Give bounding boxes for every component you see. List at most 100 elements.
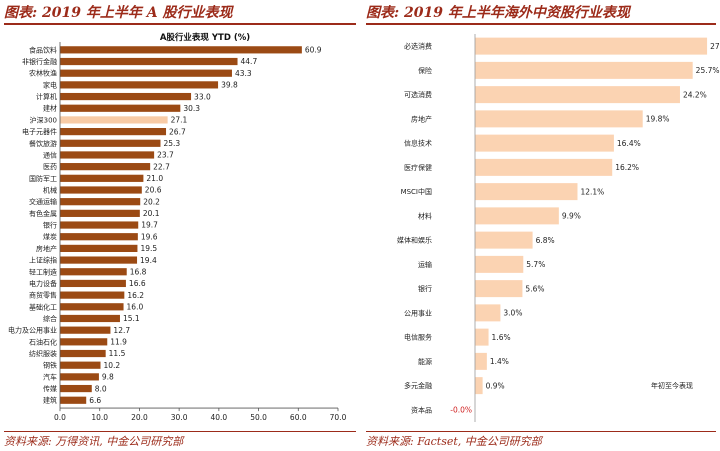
bar xyxy=(60,128,167,136)
right-figure-title: 图表: 2019 年上半年海外中资股行业表现 xyxy=(366,5,630,21)
bar xyxy=(475,304,501,322)
category-label: MSCI中国 xyxy=(401,187,432,196)
data-label: 16.2% xyxy=(615,163,639,172)
category-label: 家电 xyxy=(43,80,57,89)
data-label: 19.4 xyxy=(140,256,157,265)
bar xyxy=(475,377,483,395)
data-label: 27.1 xyxy=(171,116,188,125)
data-label: 8.0 xyxy=(95,384,107,393)
bar xyxy=(60,92,192,101)
left-source-note: 资料来源: 万得资讯, 中金公司研究部 xyxy=(4,435,184,448)
bar xyxy=(60,326,111,334)
category-label: 保险 xyxy=(418,66,432,75)
data-label: 15.1 xyxy=(123,314,140,323)
bar xyxy=(60,338,108,346)
x-tick-label: 20.0 xyxy=(131,413,148,422)
data-label: 0.9% xyxy=(486,381,505,390)
data-label: 43.3 xyxy=(235,69,252,78)
category-label: 农林牧渔 xyxy=(29,69,57,78)
bar xyxy=(60,244,138,252)
bar xyxy=(475,110,643,128)
overseas-panel: 图表: 2019 年上半年海外中资股行业表现 必选消费 27.4% 保险 25.7% 可… xyxy=(362,0,720,451)
data-label: 20.1 xyxy=(143,209,160,218)
data-label: 11.9 xyxy=(110,338,127,347)
bar xyxy=(60,373,99,381)
bar xyxy=(475,207,559,225)
category-label: 房地产 xyxy=(36,244,57,253)
category-label: 医药 xyxy=(43,162,57,171)
data-label: 5.7% xyxy=(526,260,545,269)
bar xyxy=(475,61,693,79)
bar xyxy=(60,81,219,89)
data-label: 9.8 xyxy=(102,373,114,382)
category-label: 食品饮料 xyxy=(29,45,57,54)
bar xyxy=(475,280,523,298)
bar xyxy=(60,256,138,264)
a-share-bar-chart: A股行业表现 YTD (%) 食品饮料 60.9 非银行金融 44.7 农林牧渔 43.3 家… xyxy=(8,32,347,422)
bar xyxy=(60,174,144,182)
data-label: 19.6 xyxy=(141,232,158,241)
data-label: 24.2% xyxy=(683,90,707,99)
category-label: 交通运输 xyxy=(29,197,57,206)
bar xyxy=(60,303,124,311)
category-label: 多元金融 xyxy=(404,381,432,390)
x-tick-label: 40.0 xyxy=(211,413,228,422)
bar xyxy=(475,255,524,273)
right-source-rule xyxy=(366,431,716,432)
bar xyxy=(475,134,614,152)
data-label: 10.2 xyxy=(104,361,121,370)
bar xyxy=(475,352,487,370)
bar xyxy=(475,328,489,346)
category-label: 综合 xyxy=(43,314,57,323)
category-label: 媒体和娱乐 xyxy=(397,236,432,245)
x-tick-label: 30.0 xyxy=(171,413,188,422)
data-label: 19.8% xyxy=(646,115,670,124)
category-label: 公用事业 xyxy=(404,308,432,317)
category-label: 钢铁 xyxy=(43,361,57,370)
category-label: 银行 xyxy=(418,284,432,293)
data-label: 16.6 xyxy=(129,279,146,288)
category-label: 传媒 xyxy=(43,384,57,393)
x-tick-label: 60.0 xyxy=(290,413,307,422)
data-label: -0.0% xyxy=(450,406,472,415)
category-label: 运输 xyxy=(418,260,432,269)
category-label: 石油石化 xyxy=(29,337,57,346)
data-label: 39.8 xyxy=(221,81,238,90)
data-label: 11.5 xyxy=(109,349,126,358)
category-label: 国防军工 xyxy=(29,174,57,183)
category-label: 通信 xyxy=(43,150,57,159)
bar xyxy=(475,86,680,104)
bar xyxy=(60,233,138,241)
data-label: 16.2 xyxy=(127,291,144,300)
bar xyxy=(60,268,127,276)
data-label: 16.8 xyxy=(130,267,147,276)
bar xyxy=(60,361,101,369)
category-label: 资本品 xyxy=(411,405,432,414)
bar xyxy=(475,231,533,249)
data-label: 12.1% xyxy=(580,187,604,196)
chart-title: A股行业表现 YTD (%) xyxy=(160,32,250,43)
bar xyxy=(60,209,140,217)
left-title-rule xyxy=(4,23,356,25)
category-label: 餐饮旅游 xyxy=(29,139,57,148)
bar xyxy=(475,37,708,55)
category-label: 计算机 xyxy=(36,92,57,101)
bar xyxy=(60,349,106,358)
right-source-note: 资料来源: Factset, 中金公司研究部 xyxy=(366,435,542,448)
data-label: 22.7 xyxy=(153,162,170,171)
bar xyxy=(60,314,120,323)
data-label: 44.7 xyxy=(241,57,258,66)
category-label: 纺织服装 xyxy=(29,349,57,358)
data-label: 25.3 xyxy=(163,139,180,148)
data-label: 30.3 xyxy=(183,104,200,113)
category-label: 建筑 xyxy=(43,396,57,405)
category-label: 房地产 xyxy=(411,114,432,123)
a-share-panel: 图表: 2019 年上半年 A 股行业表现 A股行业表现 YTD (%) 食品饮料… xyxy=(4,5,356,448)
category-label: 非银行金融 xyxy=(22,57,57,66)
category-label: 可选消费 xyxy=(404,90,432,99)
bar xyxy=(60,221,139,229)
right-title-rule xyxy=(366,23,716,25)
bar xyxy=(60,279,126,288)
bar xyxy=(60,291,125,299)
category-label: 医疗保健 xyxy=(404,163,432,172)
